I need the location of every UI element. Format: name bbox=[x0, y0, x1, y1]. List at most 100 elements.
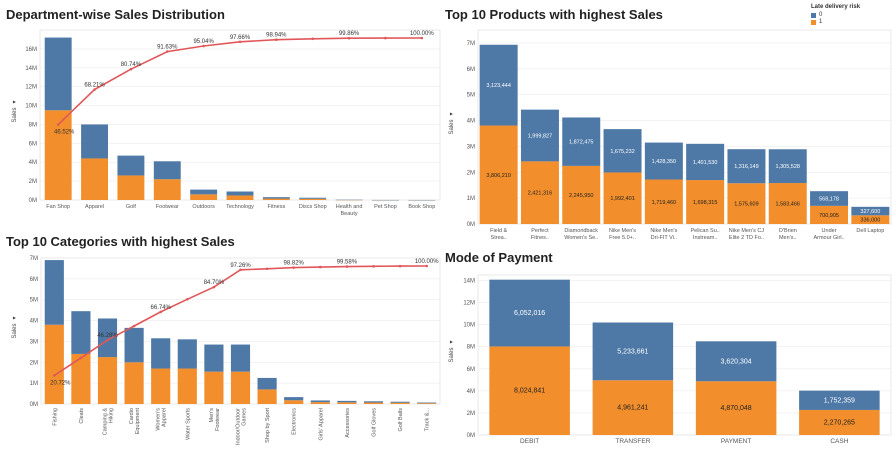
categories-cumulative-point bbox=[212, 285, 216, 289]
categories-cumulative-point bbox=[132, 324, 136, 328]
categories-xtick-label: Men's bbox=[209, 408, 215, 423]
payment-ylabel-sort-icon: ▾ bbox=[449, 340, 455, 343]
categories-cumulative-point bbox=[292, 266, 296, 269]
categories-cumulative-point bbox=[239, 268, 242, 272]
payment-ytick-label: 2M bbox=[467, 411, 475, 417]
dept-cumulative-point bbox=[202, 44, 205, 48]
categories-xtick-label: Golf Balls bbox=[398, 408, 404, 432]
late-delivery-legend: Late delivery risk 0 1 bbox=[811, 4, 860, 26]
categories-ytick-label: 0M bbox=[30, 402, 38, 408]
categories-ytick-label: 5M bbox=[30, 298, 38, 304]
categories-bar-late bbox=[44, 324, 64, 404]
categories-cumulative-label: 84.70% bbox=[204, 280, 225, 286]
payment-ytick-label: 8M bbox=[467, 345, 475, 351]
categories-ylabel-sort-icon: ▾ bbox=[12, 316, 18, 319]
products-value-label-ontime: 1,428,350 bbox=[652, 159, 676, 165]
categories-chart: 0M 1M 2M 3M 4M 5M 6M 7M Sales ▾ Fishing Cleats Campi… bbox=[12, 256, 441, 445]
payment-ylabel: Sales bbox=[449, 347, 455, 362]
dept-bar-late bbox=[81, 158, 108, 200]
payment-value-label-late: 4,961,241 bbox=[617, 405, 648, 412]
categories-bar-late bbox=[337, 402, 357, 404]
products-value-label-late: 2,421,316 bbox=[528, 191, 552, 197]
dept-cumulative-point bbox=[347, 36, 351, 40]
products-bar-late bbox=[727, 183, 766, 224]
dept-xtick-label: Beauty bbox=[341, 211, 358, 217]
products-bar-late bbox=[810, 205, 849, 224]
dept-chart-panel: Department-wise Sales Distribution 0M 2M 4… bbox=[0, 0, 445, 228]
products-bar-ontime bbox=[562, 117, 601, 166]
dept-xtick-label: Health and bbox=[336, 204, 363, 210]
categories-bar-late bbox=[230, 371, 251, 404]
payment-ytick-label: 6M bbox=[467, 367, 475, 373]
products-bar-late bbox=[686, 180, 725, 224]
products-xtick-label: Armour Girl.. bbox=[813, 235, 845, 241]
dept-xtick-label: Technology bbox=[226, 204, 254, 210]
categories-bar-ontime bbox=[310, 400, 330, 403]
products-xtick-label: Nike Men's bbox=[650, 228, 677, 234]
categories-xtick-label: Cleats bbox=[79, 408, 85, 424]
categories-xtick-label: Footwear bbox=[215, 408, 221, 431]
products-value-label-ontime: 1,305,528 bbox=[776, 164, 800, 170]
dept-cumulative-point bbox=[275, 38, 278, 42]
dept-cumulative-point bbox=[56, 123, 60, 126]
products-xtick-label: Perfect bbox=[531, 228, 549, 234]
products-xtick-label: Dri-FIT Vi.. bbox=[651, 235, 678, 241]
categories-bar-late bbox=[257, 389, 277, 404]
categories-bar-ontime bbox=[363, 401, 384, 403]
dept-bar-ontime bbox=[226, 191, 254, 196]
legend-item-1[interactable]: 1 bbox=[811, 19, 860, 26]
payment-value-label-late: 2,270,265 bbox=[824, 419, 855, 426]
products-xtick-label: Under bbox=[822, 228, 837, 234]
categories-bar-late bbox=[177, 368, 197, 404]
payment-xtick-label: PAYMENT bbox=[721, 438, 751, 445]
dept-cumulative-point bbox=[129, 67, 133, 71]
products-bar-late bbox=[644, 179, 683, 224]
payment-ytick-label: 14M bbox=[463, 279, 475, 285]
dept-bar-late bbox=[117, 175, 145, 200]
payment-chart-panel: Mode of Payment 0M 2M 4M 6M 8M 10M 12M 14M Sales… bbox=[445, 240, 896, 456]
legend-swatch-orange bbox=[811, 20, 816, 25]
categories-xtick-label: Water Sports bbox=[185, 408, 191, 440]
products-value-label-ontime: 1,316,149 bbox=[734, 164, 758, 170]
dept-bar-ontime bbox=[153, 161, 181, 180]
dept-cumulative-label: 98.94% bbox=[266, 33, 287, 39]
dept-cumulative-label: 46.52% bbox=[54, 130, 75, 136]
dept-cumulative-point bbox=[93, 88, 96, 91]
categories-xtick-label: Hiking bbox=[109, 408, 115, 423]
products-bar-late bbox=[603, 172, 642, 224]
payment-value-label-ontime: 1,752,359 bbox=[824, 397, 855, 404]
products-value-label-ontime: 568,178 bbox=[819, 197, 839, 203]
payment-ytick-label: 10M bbox=[463, 323, 475, 329]
dept-ytick-label: 8M bbox=[29, 122, 37, 128]
products-chart-panel: Top 10 Products with highest Sales Late … bbox=[445, 0, 896, 241]
categories-xtick-label: Shop by Sport bbox=[265, 408, 271, 443]
categories-bar-ontime bbox=[230, 344, 251, 372]
products-value-label-ontime: 327,600 bbox=[860, 209, 880, 215]
categories-ytick-label: 3M bbox=[30, 339, 38, 345]
categories-bar-ontime bbox=[257, 377, 277, 390]
products-value-label-late: 1,698,315 bbox=[693, 200, 717, 206]
payment-xtick-label: CASH bbox=[830, 438, 848, 445]
dept-bar-ontime bbox=[44, 37, 72, 111]
categories-xtick-label: Girls' Apparel bbox=[318, 408, 324, 441]
categories-xtick-label: Electronics bbox=[292, 408, 298, 435]
categories-ylabel: Sales bbox=[12, 323, 18, 338]
dept-chart: 0M 2M 4M 6M 8M 10M 12M 14M 16M Sales ▾ Fan Shop Appa… bbox=[12, 29, 441, 217]
categories-cumulative-point bbox=[425, 264, 429, 268]
categories-bar-ontime bbox=[390, 401, 410, 403]
categories-cumulative-label: 46.28% bbox=[97, 333, 118, 339]
products-ytick-label: 5M bbox=[467, 93, 475, 99]
categories-xtick-label: Apparel bbox=[162, 408, 168, 427]
products-xtick-label: Men's.. bbox=[779, 235, 797, 241]
categories-cumulative-point bbox=[265, 267, 269, 271]
categories-bar-late bbox=[363, 402, 384, 404]
payment-bar-late bbox=[489, 346, 570, 435]
dept-ytick-label: 14M bbox=[25, 66, 37, 72]
categories-cumulative-label: 99.58% bbox=[337, 260, 358, 266]
categories-cumulative-point bbox=[319, 265, 322, 269]
products-bar-ontime bbox=[810, 191, 849, 206]
products-bar-ontime bbox=[644, 142, 683, 180]
legend-item-0[interactable]: 0 bbox=[811, 12, 860, 19]
dept-ylabel: Sales bbox=[12, 107, 18, 122]
categories-ytick-label: 1M bbox=[30, 381, 38, 387]
